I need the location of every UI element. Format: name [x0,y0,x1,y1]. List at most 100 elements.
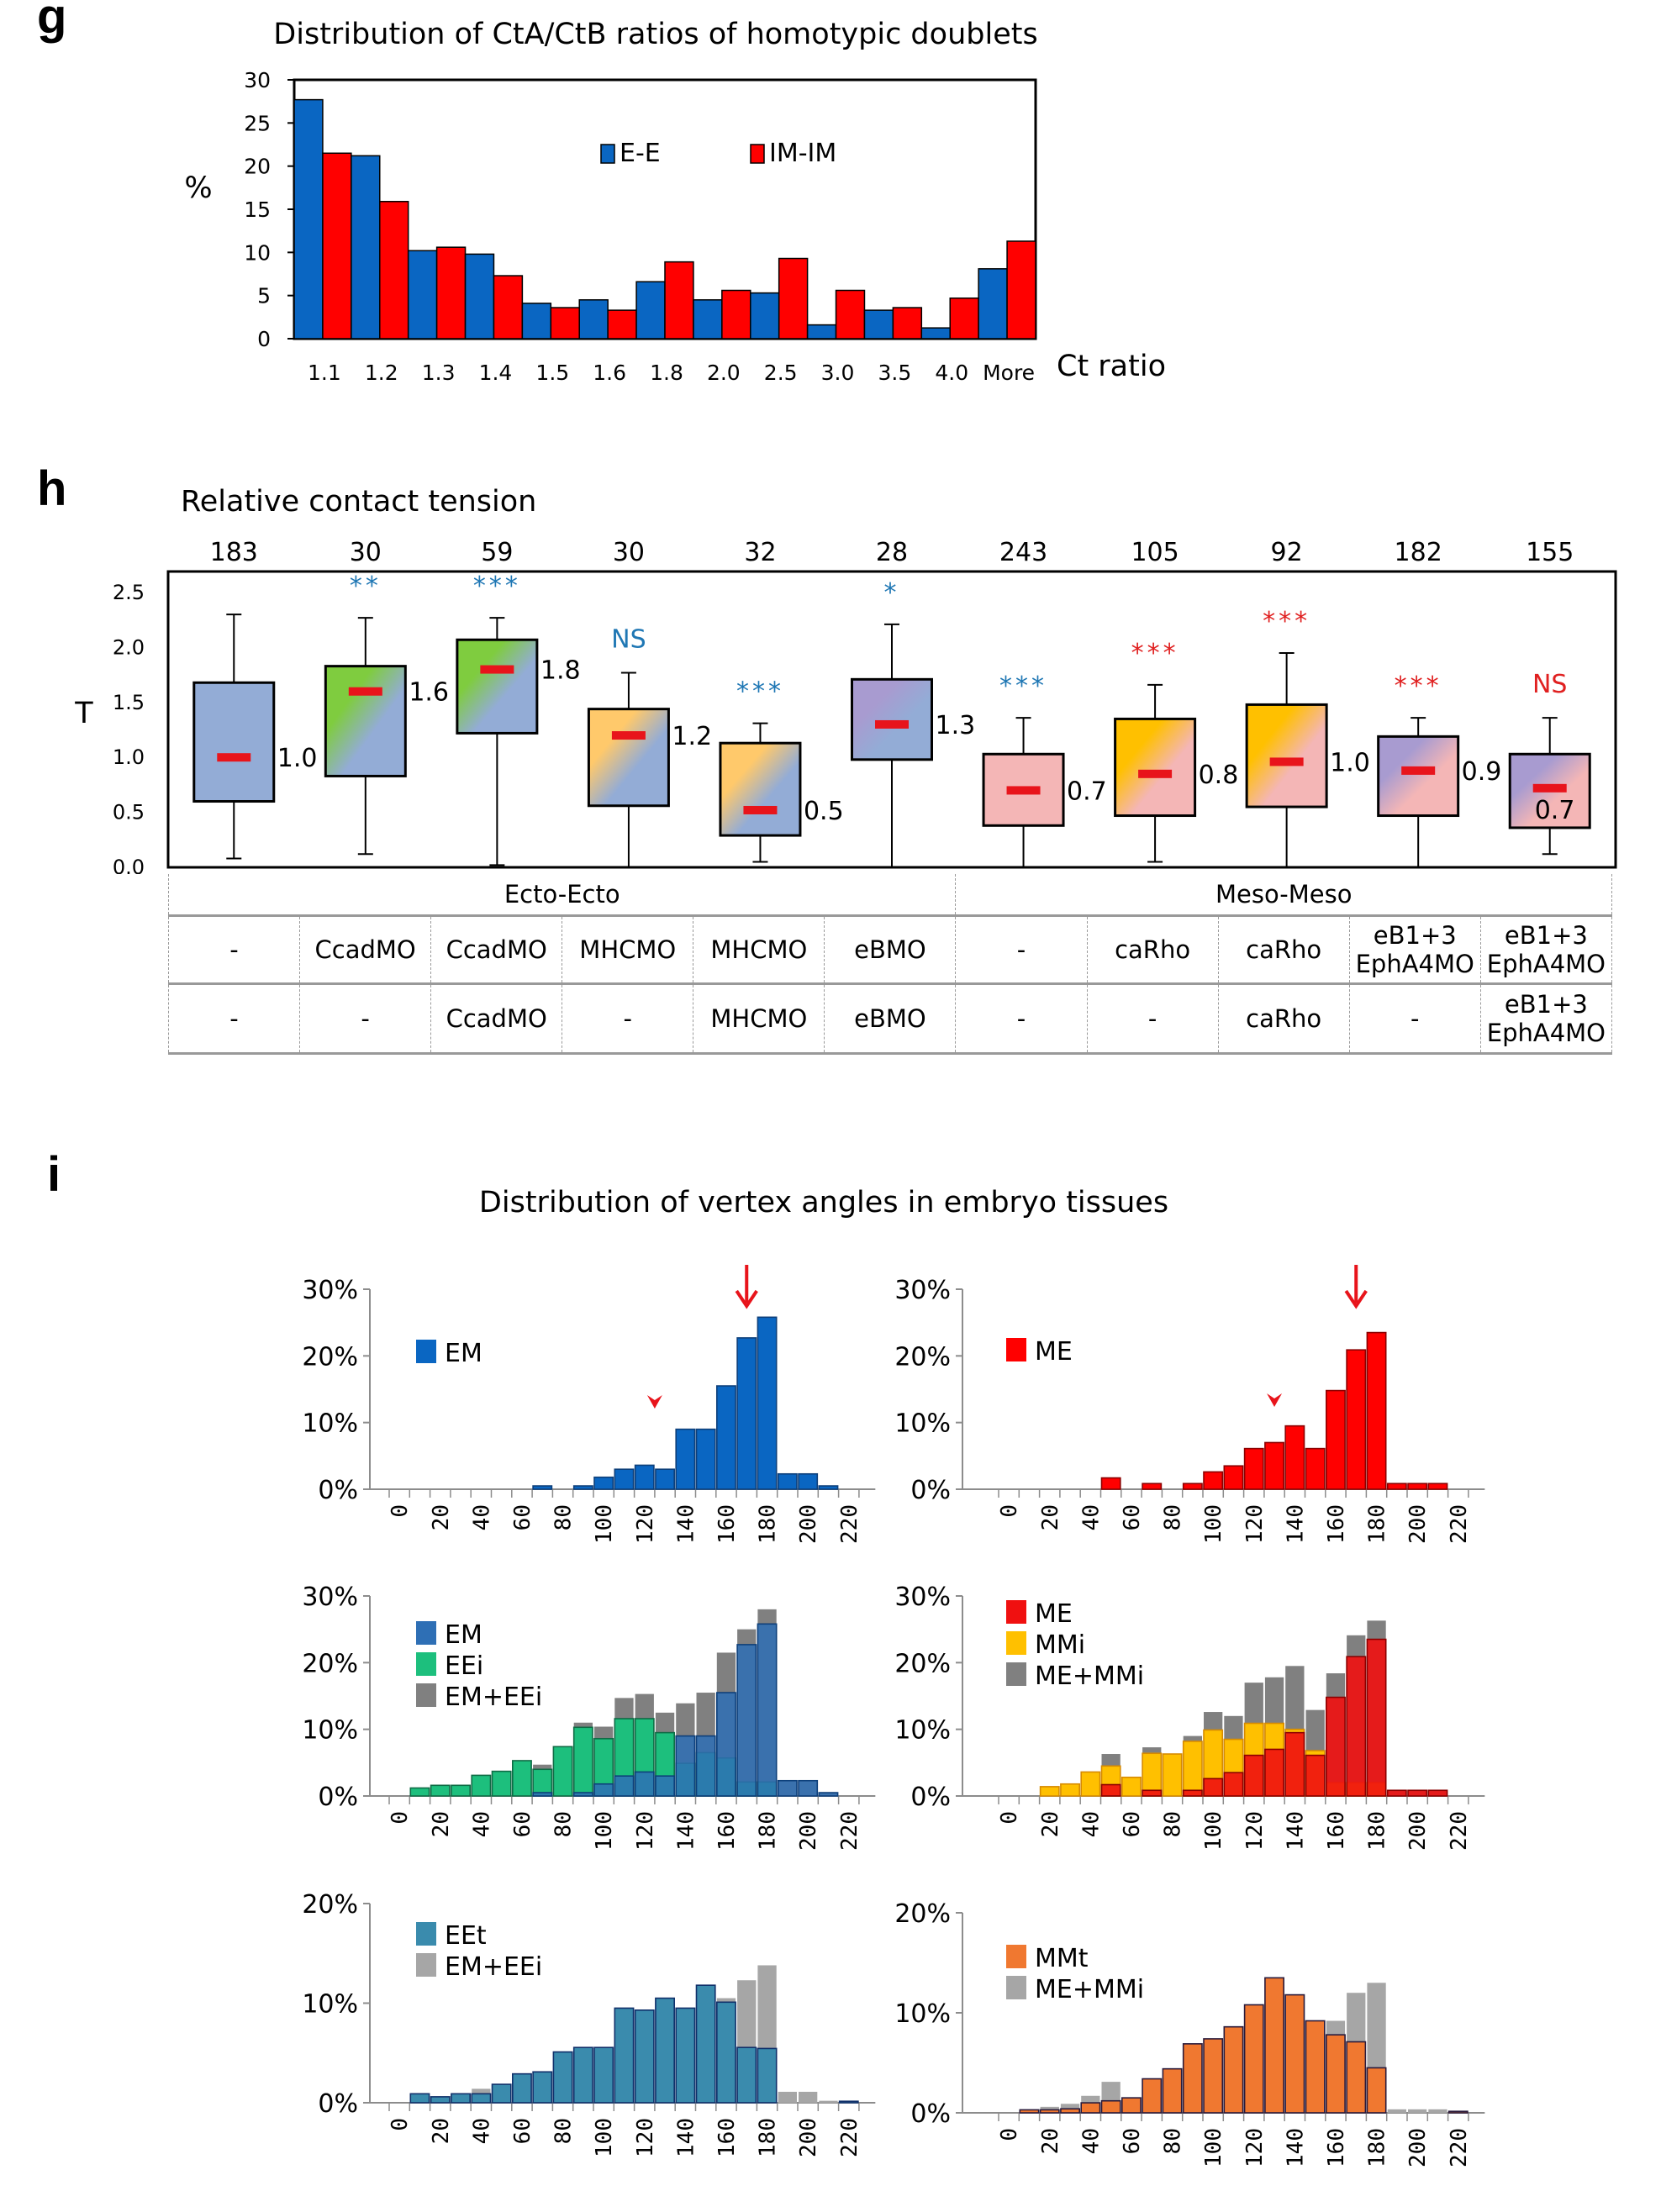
y-tick-label: 30% [302,1276,358,1305]
significance-marker: * [884,578,900,608]
bar-me [1407,1483,1428,1490]
x-tick-label: 200 [796,1504,821,1544]
x-tick-label: 220 [1447,1811,1472,1851]
iqr-box [324,665,407,777]
y-tick-label: 20% [894,1342,951,1372]
x-tick-label: 20 [429,1504,454,1530]
bar-mmi [1121,1776,1142,1797]
y-tick-label: 30% [894,1583,951,1612]
condition-cell: - [1086,983,1219,1055]
group-header: Meso-Meso [955,874,1612,917]
legend-label-eei: EEi [445,1651,483,1681]
y-tick-label: 1.5 [113,691,145,714]
x-tick-label: 180 [1365,2128,1390,2167]
subplot-eet: 0% 10% 20% 0 20 40 60 80 100 120 140 160 180 200 220 EE… [302,1890,876,2157]
bar-eei [491,1770,512,1797]
peak-arrowhead-icon [735,1289,758,1309]
bar-e-e [635,281,666,340]
x-tick-label: 120 [1242,1811,1268,1851]
bar-em [757,1623,778,1797]
bar-em [736,1644,757,1797]
bar-mmt [1060,2108,1081,2114]
peak-arrowhead-icon [1344,1289,1368,1309]
median-bar [1269,757,1304,766]
legend-swatch-e-e [600,144,615,164]
panel-label-i: i [47,1147,61,1202]
x-tick-label: 20 [429,2118,454,2144]
legend-label-mmi: MMi [1035,1630,1085,1660]
x-tick-label: 200 [796,1811,821,1851]
condition-cell: CcadMO [299,915,432,985]
median-label: 1.6 [409,678,449,708]
bar-em [675,1735,696,1797]
x-tick-label: 60 [1120,2128,1145,2154]
y-tick-label: 0 [257,327,271,351]
significance-marker: *** [736,677,784,707]
sample-count: 243 [999,538,1047,567]
x-tick-label: 40 [469,1811,494,1837]
bar-mmt [1447,2110,1469,2114]
significance-marker: *** [999,672,1047,701]
legend-label-me-plus-mmi: ME+MMi [1035,1975,1144,2004]
sample-count: 92 [1271,538,1303,567]
bar-im-im [835,289,866,340]
x-tick-label: 140 [673,1504,699,1544]
x-tick-label: 60 [1120,1504,1145,1530]
x-tick-label: 100 [592,1504,617,1544]
bar-mmt [1100,2099,1121,2114]
x-tick-label: 180 [756,1504,781,1544]
bar-em [715,1385,736,1490]
median-label: 0.7 [1067,777,1107,806]
x-tick-label: 180 [1365,1504,1390,1544]
y-tick-label: 10% [302,1716,358,1746]
bar-me-plus-mmi [1428,2109,1447,2113]
y-tick-label: 20 [244,155,271,179]
legend-swatch-eei [416,1652,436,1676]
bar-mmi [1182,1741,1203,1797]
chart-g-ylabel: % [184,171,212,205]
iqr-box [851,677,933,761]
legend-swatch-me [1006,1600,1026,1624]
bar-eei [409,1787,430,1797]
x-tick-label: 40 [1078,1811,1104,1837]
significance-marker: NS [611,624,646,654]
bar-eet [757,2047,778,2104]
x-tick-label: 80 [551,1504,577,1530]
sample-count: 32 [744,538,776,567]
median-bar [348,687,382,696]
median-bar [217,753,251,762]
bar-em-plus-eei [819,2100,838,2103]
bar-me [1346,1349,1367,1490]
median-bar [480,665,514,674]
bar-me [1305,1447,1326,1490]
chart-i-title: Distribution of vertex angles in embryo … [479,1186,1168,1219]
x-tick-label: 140 [1283,2128,1308,2167]
legend-label-em-plus-eei: EM+EEi [445,1952,542,1982]
bar-em [777,1472,798,1490]
condition-cell: MHCMO [693,915,825,985]
x-tick-label: 60 [510,2118,535,2144]
x-tick-label: 0 [388,1504,413,1518]
panel-label-g: g [37,0,67,44]
x-tick-label: 160 [714,1504,740,1544]
bar-me [1182,1483,1203,1490]
legend-label-e-e: E-E [620,139,661,168]
bar-me [1182,1789,1203,1797]
bar-mmt [1039,2109,1060,2114]
bar-eei [471,1774,492,1797]
x-tick-label: 160 [714,1811,740,1851]
condition-cell: eB1+3 EphA4MO [1479,915,1613,985]
median-bar [743,805,778,814]
bar-mmi [1080,1771,1101,1797]
bar-eei [552,1746,573,1797]
x-tick-label: 2.0 [707,361,741,385]
bar-mmt [1264,1977,1285,2114]
x-tick-label: 1.8 [650,361,683,385]
legend-swatch-me [1006,1338,1026,1361]
x-tick-label: 120 [1242,1504,1268,1544]
bar-im-im [379,201,409,340]
bar-me [1407,1789,1428,1797]
bar-e-e [464,253,495,340]
y-tick-label: 25 [244,111,271,135]
